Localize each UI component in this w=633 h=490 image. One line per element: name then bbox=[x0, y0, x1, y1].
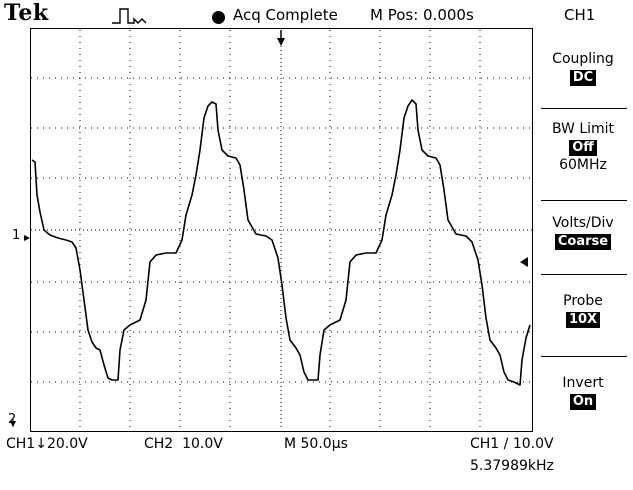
readout-bar: CH1↓20.0V CH2 10.0V M 50.0µs CH1 ∕ 10.0V… bbox=[0, 436, 633, 490]
menu-divider bbox=[541, 356, 627, 357]
menu-title-ch1: CH1 bbox=[564, 6, 596, 24]
probe-value: 10X bbox=[565, 312, 601, 328]
probe-label: Probe bbox=[563, 293, 603, 309]
ch1-ground-marker bbox=[24, 235, 30, 241]
coupling-value: DC bbox=[569, 70, 597, 86]
menu-divider bbox=[541, 200, 627, 201]
menu-divider bbox=[541, 108, 627, 109]
trigger-readout: CH1 ∕ 10.0V bbox=[470, 436, 554, 452]
trigger-level-marker bbox=[520, 257, 528, 267]
ch2-ground-label: 2 bbox=[8, 412, 17, 427]
coupling-label: Coupling bbox=[552, 51, 614, 67]
volts-div-value: Coarse bbox=[554, 234, 612, 250]
acquisition-indicator-icon bbox=[212, 11, 225, 24]
invert-value: On bbox=[569, 394, 597, 410]
trigger-position-marker bbox=[277, 38, 285, 46]
brand-logo: Tek bbox=[4, 0, 49, 26]
trigger-pulse-icon bbox=[112, 8, 147, 24]
bw-limit-extra: 60MHz bbox=[559, 157, 607, 173]
ch2-scale-readout: CH2 10.0V bbox=[144, 436, 223, 452]
status-bar: Tek Acq Complete M Pos: 0.000s CH1 bbox=[0, 0, 633, 30]
acquisition-status: Acq Complete bbox=[233, 6, 338, 24]
center-axes bbox=[31, 30, 532, 430]
ch1-scale-readout: CH1↓20.0V bbox=[6, 436, 88, 452]
grid bbox=[31, 30, 532, 430]
menu-item-invert[interactable]: Invert On bbox=[533, 374, 633, 410]
menu-item-probe[interactable]: Probe 10X bbox=[533, 292, 633, 328]
menu-divider bbox=[541, 274, 627, 275]
ch1-ground-label: 1 bbox=[12, 228, 21, 243]
volts-div-label: Volts/Div bbox=[552, 215, 614, 231]
timebase-readout: M 50.0µs bbox=[284, 436, 348, 452]
bw-limit-value: Off bbox=[569, 140, 597, 156]
bw-limit-label: BW Limit bbox=[551, 121, 615, 137]
menu-item-coupling[interactable]: Coupling DC bbox=[533, 50, 633, 86]
menu-item-bw-limit[interactable]: BW Limit Off 60MHz bbox=[533, 120, 633, 174]
menu-item-volts-div[interactable]: Volts/Div Coarse bbox=[533, 214, 633, 250]
frequency-readout: 5.37989kHz bbox=[470, 458, 554, 474]
invert-label: Invert bbox=[562, 375, 604, 391]
channel-menu: Coupling DC BW Limit Off 60MHz Volts/Div… bbox=[533, 28, 633, 433]
ch1-waveform-trace bbox=[31, 99, 531, 386]
main-position-readout: M Pos: 0.000s bbox=[370, 6, 474, 24]
